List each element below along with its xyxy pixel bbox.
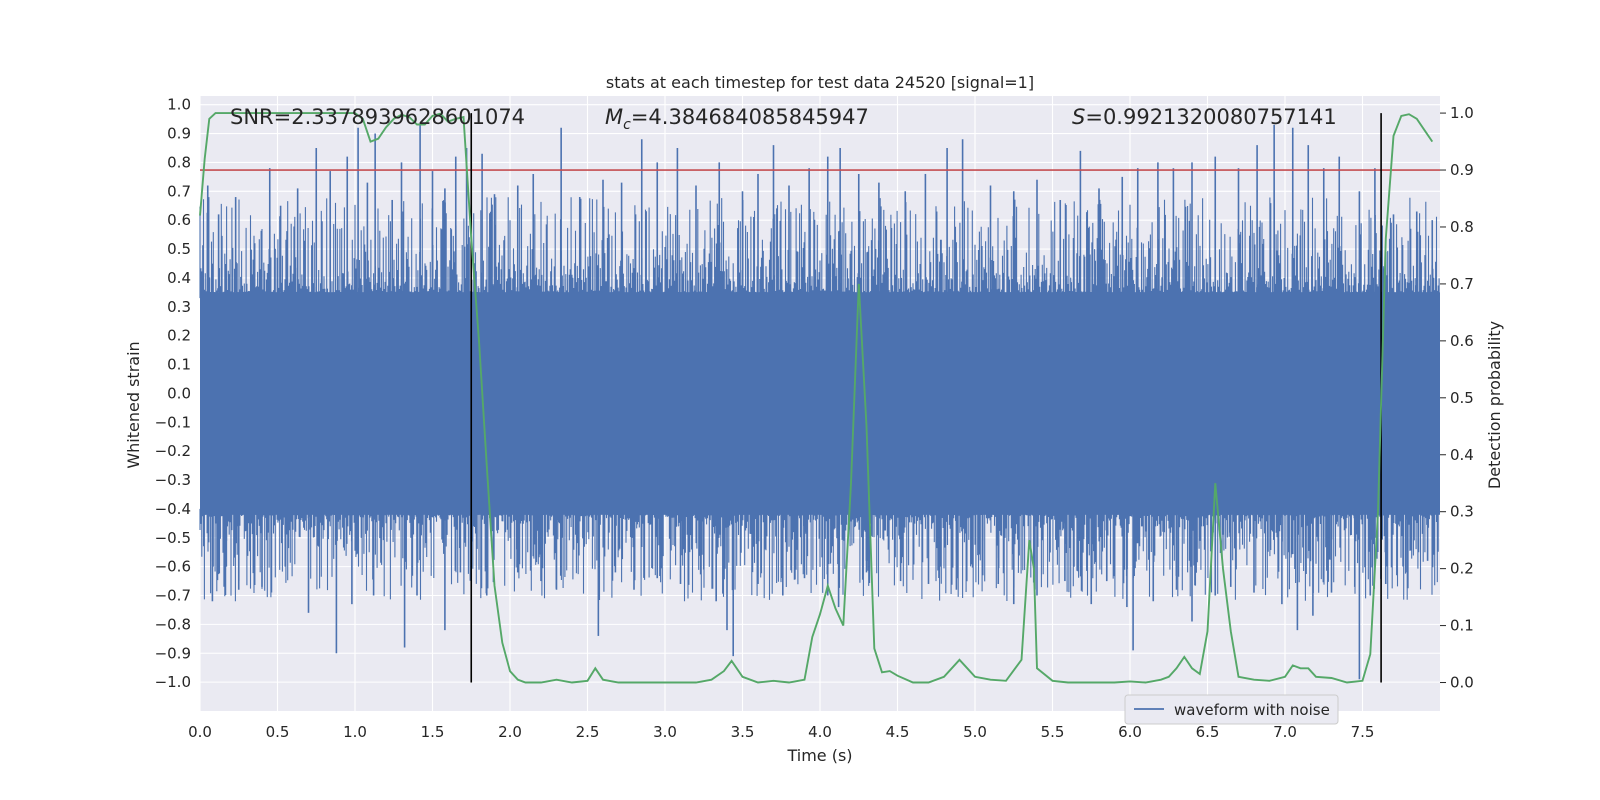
x-tick-label: 3.5 xyxy=(731,723,755,741)
y-axis-ticks: −1.0 −0.9 −0.8 −0.7 −0.6 −0.5 −0.4 −0.3 −0.2 −0.1… xyxy=(155,96,191,691)
chart-title: stats at each timestep for test data 245… xyxy=(606,73,1034,92)
x-tick-label: 4.5 xyxy=(886,723,910,741)
y-tick-label: −0.4 xyxy=(155,500,191,518)
y-tick-label: −0.6 xyxy=(155,558,191,576)
y-tick-label: −0.5 xyxy=(155,529,191,547)
probability-line xyxy=(199,112,1434,684)
y-tick-label: −0.9 xyxy=(155,644,191,662)
y-right-tick-label: 0.0 xyxy=(1450,674,1474,692)
x-tick-label: 5.5 xyxy=(1041,723,1065,741)
x-tick-label: 2.0 xyxy=(498,723,522,741)
y-right-axis-ticks: 0.0 0.1 0.2 0.3 0.4 0.5 0.6 0.7 0.8 0.9 1.0 xyxy=(1440,104,1474,692)
snr-annotation: SNR=2.3378939628601074 xyxy=(230,105,525,129)
x-tick-label: 1.5 xyxy=(421,723,445,741)
y-right-tick-label: 1.0 xyxy=(1450,104,1474,122)
waveform-series xyxy=(199,124,1440,680)
x-tick-label: 6.0 xyxy=(1118,723,1142,741)
chirp-mass-annotation: Mc=4.384684085845947 xyxy=(605,105,869,133)
x-tick-label: 6.5 xyxy=(1196,723,1220,741)
y-right-tick-label: 0.9 xyxy=(1450,161,1474,179)
y-right-tick-label: 0.2 xyxy=(1450,560,1474,578)
y-axis-label: Whitened strain xyxy=(124,341,143,468)
s-symbol: S xyxy=(1072,105,1085,129)
waveform-noise xyxy=(199,197,1440,602)
mc-value: =4.384684085845947 xyxy=(631,105,869,129)
y-right-tick-label: 0.3 xyxy=(1450,503,1474,521)
legend: waveform with noise xyxy=(1124,694,1339,725)
y-right-tick-label: 0.1 xyxy=(1450,617,1474,635)
x-tick-label: 7.5 xyxy=(1351,723,1375,741)
y-right-axis-label: Detection probability xyxy=(1485,321,1504,489)
y-tick-label: −0.1 xyxy=(155,413,191,431)
y-right-tick-label: 0.4 xyxy=(1450,446,1474,464)
y-tick-label: 0.9 xyxy=(167,125,191,143)
legend-box xyxy=(1124,694,1339,725)
x-tick-label: 0.5 xyxy=(266,723,290,741)
y-tick-label: 0.1 xyxy=(167,356,191,374)
x-axis-label: Time (s) xyxy=(786,746,852,765)
x-axis-ticks: 0.0 0.5 1.0 1.5 2.0 2.5 3.0 3.5 4.0 4.5 5.0 5.5 6.0 6… xyxy=(188,723,1374,741)
mc-subscript: c xyxy=(623,117,631,133)
y-tick-label: −0.8 xyxy=(155,615,191,633)
x-tick-label: 2.5 xyxy=(576,723,600,741)
y-right-tick-label: 0.7 xyxy=(1450,275,1474,293)
y-tick-label: −1.0 xyxy=(155,673,191,691)
x-tick-label: 1.0 xyxy=(343,723,367,741)
y-tick-label: 0.3 xyxy=(167,298,191,316)
y-tick-label: 0.4 xyxy=(167,269,191,287)
legend-label: waveform with noise xyxy=(1174,701,1330,719)
x-tick-label: 7.0 xyxy=(1273,723,1297,741)
x-tick-label: 3.0 xyxy=(653,723,677,741)
y-tick-label: 0.0 xyxy=(167,384,191,402)
y-tick-label: 0.7 xyxy=(167,182,191,200)
y-tick-label: 0.2 xyxy=(167,327,191,345)
y-tick-label: 0.8 xyxy=(167,153,191,171)
x-tick-label: 5.0 xyxy=(963,723,987,741)
x-tick-label: 4.0 xyxy=(808,723,832,741)
y-tick-label: −0.7 xyxy=(155,587,191,605)
y-tick-label: −0.3 xyxy=(155,471,191,489)
overlays xyxy=(199,112,1440,684)
mc-symbol: M xyxy=(605,105,623,129)
y-right-tick-label: 0.8 xyxy=(1450,218,1474,236)
x-tick-label: 0.0 xyxy=(188,723,212,741)
y-tick-label: 1.0 xyxy=(167,96,191,114)
y-tick-label: −0.2 xyxy=(155,442,191,460)
y-right-tick-label: 0.5 xyxy=(1450,389,1474,407)
s-annotation: S=0.9921320080757141 xyxy=(1072,105,1337,129)
s-value: =0.9921320080757141 xyxy=(1085,105,1336,129)
y-tick-label: 0.5 xyxy=(167,240,191,258)
waveform-dense-band xyxy=(200,292,1440,515)
y-tick-label: 0.6 xyxy=(167,211,191,229)
y-right-tick-label: 0.6 xyxy=(1450,332,1474,350)
